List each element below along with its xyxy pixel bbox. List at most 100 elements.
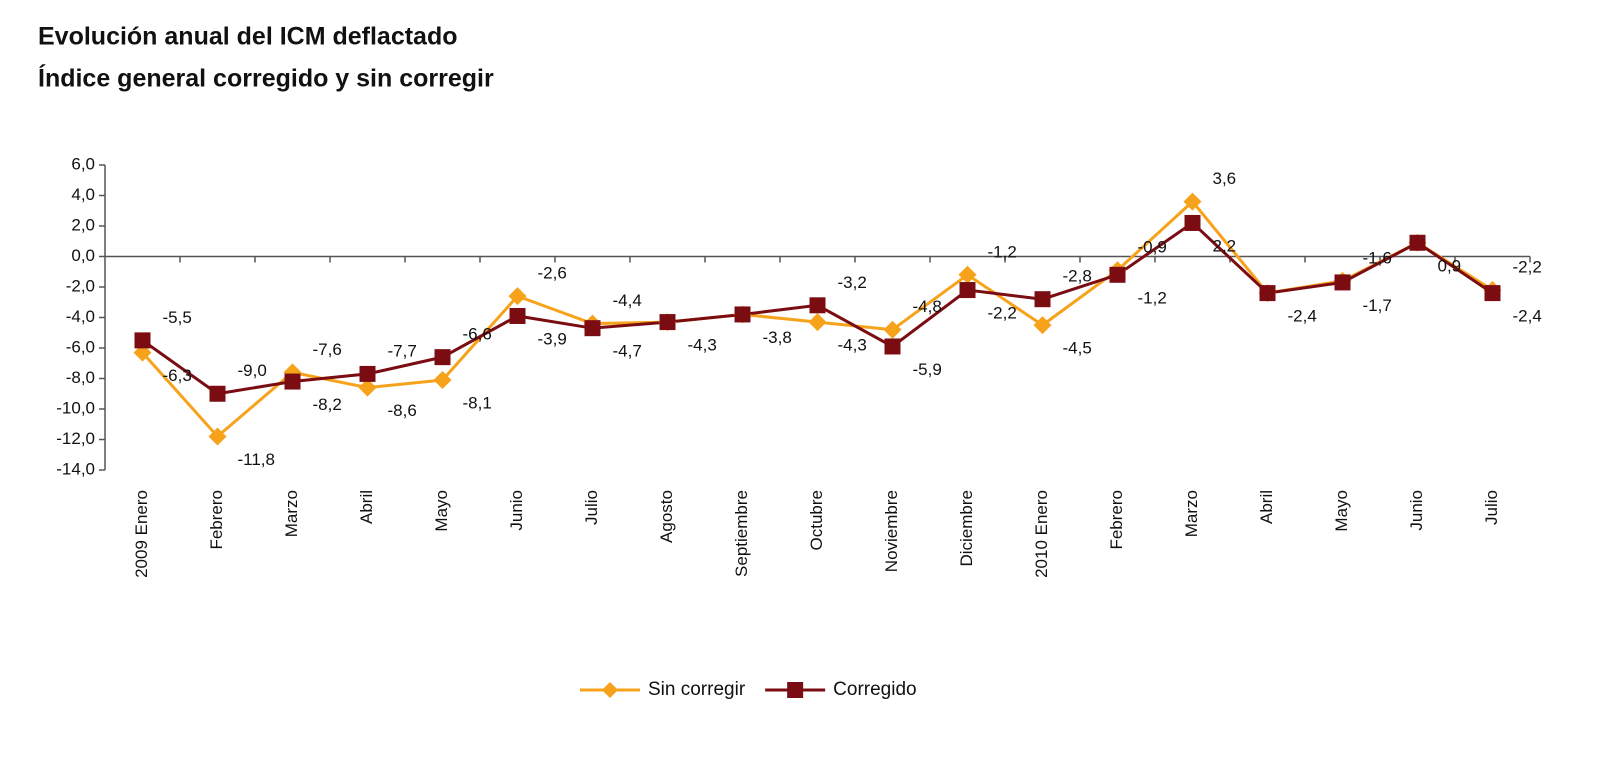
- chart-title: Evolución anual del ICM deflactado: [38, 23, 458, 51]
- data-label: -3,2: [838, 273, 867, 292]
- point: [1034, 291, 1051, 308]
- y-tick-label: -10,0: [56, 398, 95, 417]
- x-tick-label: Abril: [357, 490, 376, 524]
- point: [433, 371, 452, 390]
- x-tick-label: Marzo: [282, 490, 301, 537]
- data-label: 3,6: [1213, 169, 1237, 188]
- point: [958, 265, 977, 284]
- x-tick-label: Noviembre: [882, 490, 901, 572]
- data-label: -3,9: [538, 329, 567, 348]
- x-tick-label: Mayo: [1332, 490, 1351, 532]
- point: [883, 320, 902, 339]
- y-tick-label: 0,0: [71, 246, 95, 265]
- x-tick-label: Octubre: [807, 490, 826, 550]
- point: [659, 314, 676, 331]
- y-tick-label: 4,0: [71, 185, 95, 204]
- x-tick-label: Marzo: [1182, 490, 1201, 537]
- point: [1259, 285, 1276, 302]
- point: [1184, 214, 1201, 231]
- legend-marker: [602, 682, 618, 698]
- data-label: -5,5: [163, 308, 192, 327]
- x-tick-label: Febrero: [1107, 490, 1126, 550]
- data-label: -2,4: [1288, 307, 1317, 326]
- data-label: -0,9: [1138, 238, 1167, 257]
- point: [208, 427, 227, 446]
- data-label: -8,1: [463, 394, 492, 413]
- y-tick-label: -12,0: [56, 429, 95, 448]
- point: [284, 373, 301, 390]
- point: [809, 297, 826, 314]
- data-label: -8,2: [313, 395, 342, 414]
- point: [358, 378, 377, 397]
- data-label: -7,7: [388, 341, 417, 360]
- x-tick-label: Julio: [582, 490, 601, 525]
- point: [1183, 192, 1202, 211]
- x-tick-label: Junio: [507, 490, 526, 531]
- point: [884, 338, 901, 355]
- x-tick-label: Mayo: [432, 490, 451, 532]
- y-tick-label: -6,0: [66, 337, 95, 356]
- x-tick-label: 2009 Enero: [132, 490, 151, 578]
- chart-subtitle: Índice general corregido y sin corregir: [38, 64, 494, 93]
- point: [209, 385, 226, 402]
- data-label: -4,5: [1063, 339, 1092, 358]
- data-label: -1,2: [1138, 288, 1167, 307]
- data-label: -2,4: [1513, 307, 1542, 326]
- data-label: -2,2: [1513, 258, 1542, 277]
- data-label: -7,6: [313, 340, 342, 359]
- data-label: -4,3: [688, 336, 717, 355]
- data-label: -4,8: [913, 297, 942, 316]
- x-tick-label: Diciembre: [957, 490, 976, 567]
- y-tick-label: -8,0: [66, 368, 95, 387]
- data-label: 0,9: [1438, 256, 1462, 275]
- data-label: -2,8: [1063, 267, 1092, 286]
- data-label: -1,2: [988, 242, 1017, 261]
- point: [1334, 274, 1351, 291]
- data-label: -5,9: [913, 360, 942, 379]
- y-tick-label: 2,0: [71, 215, 95, 234]
- point: [509, 307, 526, 324]
- x-tick-label: Junio: [1407, 490, 1426, 531]
- point: [1109, 266, 1126, 283]
- point: [508, 287, 527, 306]
- point: [434, 349, 451, 366]
- data-label: -9,0: [238, 361, 267, 380]
- y-tick-label: 6,0: [71, 154, 95, 173]
- x-tick-label: Septiembre: [732, 490, 751, 577]
- point: [1409, 234, 1426, 251]
- data-label: -1,6: [1363, 248, 1392, 267]
- point: [584, 320, 601, 337]
- legend-label: Sin corregir: [648, 679, 746, 700]
- data-label: 2,2: [1213, 236, 1237, 255]
- x-tick-label: Julio: [1482, 490, 1501, 525]
- data-label: -6,6: [463, 325, 492, 344]
- legend-item: Sin corregir: [580, 679, 746, 700]
- legend-label: Corregido: [833, 679, 916, 700]
- legend-marker: [787, 682, 804, 698]
- data-label: -4,3: [838, 336, 867, 355]
- data-label: -4,4: [613, 291, 642, 310]
- y-tick-label: -2,0: [66, 276, 95, 295]
- y-tick-label: -14,0: [56, 459, 95, 478]
- point: [959, 282, 976, 299]
- data-label: -2,2: [988, 304, 1017, 323]
- point: [1484, 285, 1501, 302]
- data-label: -8,6: [388, 401, 417, 420]
- data-label: -3,8: [763, 328, 792, 347]
- data-label: -6,3: [163, 366, 192, 385]
- y-tick-label: -4,0: [66, 307, 95, 326]
- point: [1033, 316, 1052, 335]
- point: [359, 365, 376, 382]
- x-tick-label: 2010 Enero: [1032, 490, 1051, 578]
- data-label: -4,7: [613, 342, 642, 361]
- x-tick-label: Febrero: [207, 490, 226, 550]
- data-label: -11,8: [238, 450, 276, 469]
- point: [808, 313, 827, 332]
- legend-item: Corregido: [765, 679, 917, 700]
- data-label: -1,7: [1363, 296, 1392, 315]
- x-tick-label: Abril: [1257, 490, 1276, 524]
- data-label: -2,6: [538, 264, 567, 283]
- point: [734, 306, 751, 323]
